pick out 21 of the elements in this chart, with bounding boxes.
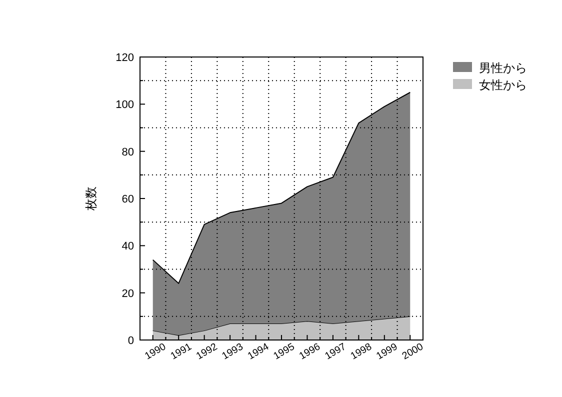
x-tick-label: 1996	[298, 341, 323, 362]
y-axis-title: 枚数	[84, 186, 98, 212]
y-tick-label: 60	[122, 194, 134, 206]
x-tick-label: 1991	[168, 341, 194, 362]
x-tick-label: 1999	[374, 341, 400, 362]
x-tick-label: 1990	[143, 341, 168, 362]
y-tick-label: 0	[128, 335, 134, 347]
x-tick-label: 1992	[194, 341, 220, 362]
y-tick-label: 80	[122, 146, 134, 158]
x-tick-label: 2000	[400, 341, 426, 362]
y-tick-label: 100	[116, 99, 134, 112]
y-tick-label: 120	[116, 52, 134, 64]
y-tick-label: 40	[122, 240, 134, 253]
x-tick-label: 1998	[349, 341, 374, 362]
legend-label: 女性から	[479, 78, 527, 92]
y-tick-label: 20	[122, 288, 134, 300]
x-tick-label: 1997	[323, 341, 348, 362]
legend-label: 男性から	[479, 61, 527, 75]
x-tick-label: 1995	[272, 341, 298, 362]
x-tick-label: 1993	[220, 341, 246, 362]
x-tick-label: 1994	[246, 341, 272, 362]
